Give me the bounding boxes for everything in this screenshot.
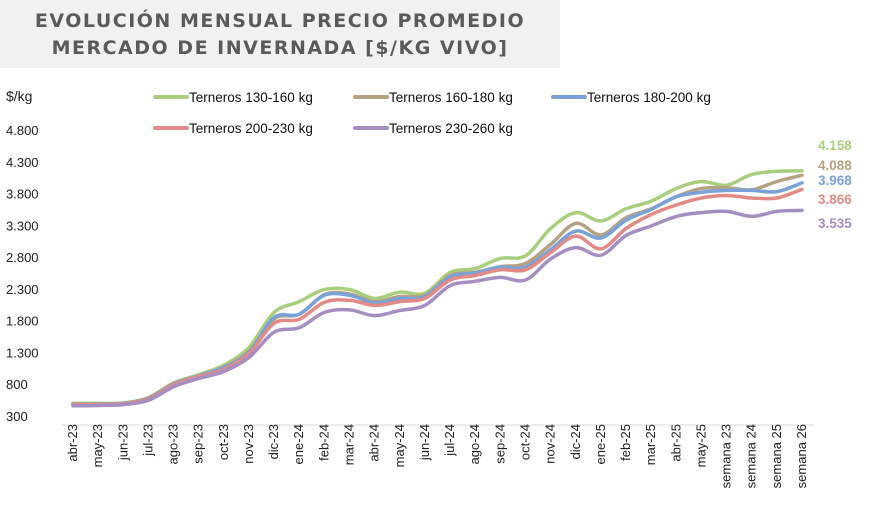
x-tick-label: jun-23	[115, 424, 130, 461]
x-tick-label: abr-24	[367, 424, 382, 462]
end-value-label-1: 4.158	[818, 138, 852, 153]
x-tick-label: jul-24	[442, 424, 457, 457]
y-tick-label: 3.800	[6, 187, 39, 202]
x-tick-label: jul-23	[140, 424, 155, 457]
legend-label-1: Terneros 130-160 kg	[189, 90, 313, 105]
x-tick-label: sep-24	[492, 424, 507, 464]
y-axis-label: $/kg	[6, 88, 32, 104]
series-line-4	[71, 187, 804, 407]
y-tick-label: 300	[6, 409, 28, 424]
x-tick-label: mar-25	[643, 424, 658, 465]
x-tick-label: semana 23	[719, 424, 734, 488]
legend-label-4: Terneros 200-230 kg	[189, 121, 313, 136]
x-tick-label: sep-23	[191, 424, 206, 464]
x-tick-label: oct-23	[216, 424, 231, 460]
x-tick-label: ago-24	[467, 424, 482, 464]
x-tick-label: may-25	[693, 424, 708, 467]
title-box: EVOLUCIÓN MENSUAL PRECIO PROMEDIO MERCAD…	[0, 0, 560, 68]
x-tick-label: oct-24	[517, 424, 532, 460]
y-tick-label: 1.300	[6, 345, 39, 360]
y-tick-label: 4.800	[6, 123, 39, 138]
legend-label-5: Terneros 230-260 kg	[389, 121, 513, 136]
x-tick-label: dic-23	[266, 424, 281, 459]
x-tick-label: ene-25	[593, 424, 608, 464]
chart-title-line-1: EVOLUCIÓN MENSUAL PRECIO PROMEDIO	[34, 10, 526, 32]
end-value-label-4: 3.866	[818, 192, 852, 207]
x-tick-label: semana 25	[769, 424, 784, 488]
y-tick-label: 2.300	[6, 282, 39, 297]
x-tick-label: mar-24	[342, 424, 357, 465]
series-line-5	[71, 208, 804, 408]
x-tick-label: ago-23	[166, 424, 181, 464]
end-value-label-5: 3.535	[818, 216, 852, 231]
x-tick-label: ene-24	[291, 424, 306, 464]
y-tick-label: 800	[6, 377, 28, 392]
chart-title-line-2: MERCADO DE INVERNADA [$/KG VIVO]	[51, 37, 509, 59]
y-tick-label: 4.300	[6, 155, 39, 170]
legend-label-3: Terneros 180-200 kg	[587, 90, 711, 105]
x-tick-label: abr-25	[668, 424, 683, 462]
end-value-label-3: 3.968	[818, 173, 852, 188]
x-tick-label: feb-24	[316, 424, 331, 461]
x-tick-label: semana 24	[744, 424, 759, 488]
x-tick-label: nov-23	[241, 424, 256, 464]
x-tick-label: may-24	[392, 424, 407, 467]
x-tick-label: jun-24	[417, 424, 432, 461]
x-tick-label: dic-24	[568, 424, 583, 459]
y-tick-label: 3.300	[6, 218, 39, 233]
x-tick-label: may-23	[90, 424, 105, 467]
x-tick-label: feb-25	[618, 424, 633, 461]
y-tick-label: 2.800	[6, 250, 39, 265]
legend-label-2: Terneros 160-180 kg	[389, 90, 513, 105]
x-tick-label: abr-23	[65, 424, 80, 462]
x-tick-label: semana 26	[794, 424, 809, 488]
end-value-label-2: 4.088	[818, 158, 852, 173]
y-tick-label: 1.800	[6, 314, 39, 329]
x-tick-label: nov-24	[543, 424, 558, 464]
